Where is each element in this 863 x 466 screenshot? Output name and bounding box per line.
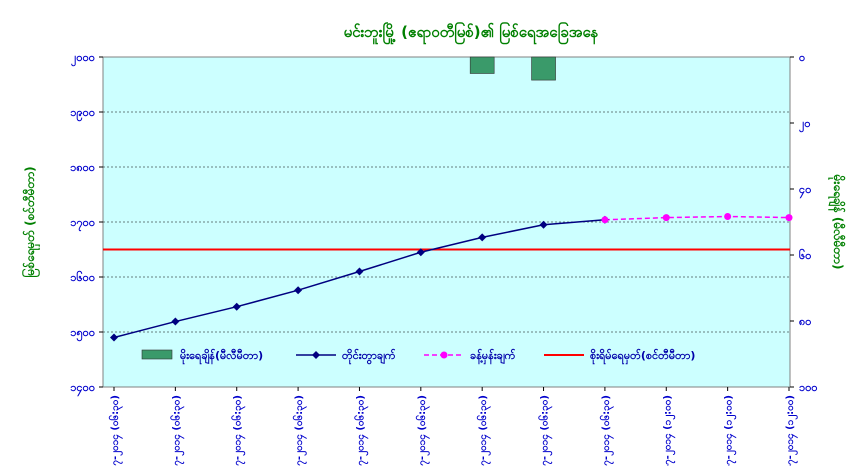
forecast-point bbox=[724, 213, 732, 220]
observed-point bbox=[294, 286, 303, 295]
plot-area bbox=[102, 56, 791, 388]
left-tick-label: ၁၉၀၀ bbox=[70, 106, 95, 122]
right-tick-label: ၆၀ bbox=[799, 249, 811, 262]
legend-label-warning: စိုးရိမ်ရေမှတ်(စင်တီမီတာ) bbox=[590, 348, 695, 365]
x-tick-label: ၁၀-၇-၂၀၁၄ (၀၆:၃၀) bbox=[231, 395, 247, 466]
x-tick-label: ၁၄-၇-၂၀၁၄ (၀၆:၃၀) bbox=[476, 395, 492, 466]
right-tick-label: ၈၀ bbox=[799, 315, 811, 328]
left-tick-label: ၁၈၀၀ bbox=[70, 161, 95, 174]
left-tick-label: ၁၆၀၀ bbox=[70, 271, 95, 284]
observed-point bbox=[539, 220, 548, 229]
x-tick-label: ၁၆-၇-၂၀၁၄ (၀၆:၃၀) bbox=[599, 395, 615, 466]
x-tick-label: ၁၃-၇-၂၀၁၄ (၀၆:၃၀) bbox=[415, 395, 431, 466]
legend-marker-observed bbox=[312, 351, 320, 359]
x-tick-label: ၁၂-၇-၂၀၁၄ (၀၆:၃၀) bbox=[353, 395, 369, 466]
x-tick-label: ၉-၇-၂၀၁၄ (၀၆:၃၀) bbox=[169, 395, 185, 466]
right-axis-label: မိုးရေချိန် (မီလီမီတာ) bbox=[827, 174, 847, 270]
observed-point bbox=[416, 248, 425, 257]
left-axis-label: မြစ်ရေမှတ် (စင်တီမီတာ) bbox=[20, 166, 41, 277]
legend-swatch-rainfall bbox=[141, 349, 173, 360]
right-tick-label: ၀ bbox=[799, 51, 805, 64]
observed-point bbox=[232, 302, 241, 311]
x-tick-label: ၁၉-၇-၂၀၁၄ (၁၂:၀၀) bbox=[785, 395, 799, 466]
legend-label-observed: တိုင်းတွာချက် bbox=[342, 348, 396, 365]
grid-lines bbox=[103, 111, 790, 333]
x-axis-ticks: ၈-၇-၂၀၁၄ (၀၆:၃၀) ၉-၇-၂၀၁၄ (၀၆:၃၀) ၁၀-၇-၂၀၁… bbox=[108, 387, 799, 466]
forecast-point bbox=[785, 214, 793, 222]
left-tick-label: ၁၅၀၀ bbox=[70, 326, 95, 342]
x-tick-label: ၈-၇-၂၀၁၄ (၀၆:၃၀) bbox=[108, 395, 124, 466]
right-tick-label: ၂၀ bbox=[799, 117, 811, 133]
forecast-line bbox=[604, 215, 790, 221]
legend: မိုးရေချိန်(မီလီမီတာ) တိုင်းတွာချက် ခန့်… bbox=[141, 348, 695, 365]
legend-marker-forecast bbox=[440, 351, 448, 359]
x-tick-label: ၁၁-၇-၂၀၁၄ (၀၆:၃၀) bbox=[292, 395, 308, 466]
forecast-point bbox=[601, 216, 609, 224]
observed-point bbox=[110, 333, 118, 342]
x-tick-label: ၁၇-၇-၂၀၁၄ (၁၂:၀၀) bbox=[662, 395, 676, 466]
forecast-point bbox=[662, 214, 670, 222]
legend-label-forecast: ခန့်မှန်းချက် bbox=[470, 348, 516, 365]
left-tick-label: ၁၄၀၀ bbox=[70, 381, 95, 397]
x-tick-label: ၁၅-၇-၂၀၁၄ (၀၆:၃၀) bbox=[538, 395, 554, 466]
rainfall-bar bbox=[469, 56, 495, 74]
legend-label-rainfall: မိုးရေချိန်(မီလီမီတာ) bbox=[180, 348, 263, 365]
observed-point bbox=[171, 317, 180, 326]
rainfall-bar bbox=[531, 56, 556, 81]
rainfall-bars bbox=[469, 56, 556, 81]
left-tick-label: ၁၇၀၀ bbox=[70, 216, 95, 232]
left-axis-ticks: ၁၄၀၀ ၁၅၀၀ ၁၆၀၀ ၁၇၀၀ ၁၈၀၀ ၁၉၀၀ ၂၀၀၀ bbox=[70, 51, 103, 397]
series-markers bbox=[110, 213, 793, 342]
right-tick-label: ၁၀၀ bbox=[799, 381, 818, 394]
observed-point bbox=[355, 267, 364, 276]
left-tick-label: ၂၀၀၀ bbox=[71, 51, 95, 67]
right-tick-label: ၄၀ bbox=[799, 183, 811, 199]
x-tick-label: ၁၈-၇-၂၀၁၄ (၁၂:၀၀) bbox=[724, 395, 738, 466]
observed-point bbox=[478, 233, 487, 242]
